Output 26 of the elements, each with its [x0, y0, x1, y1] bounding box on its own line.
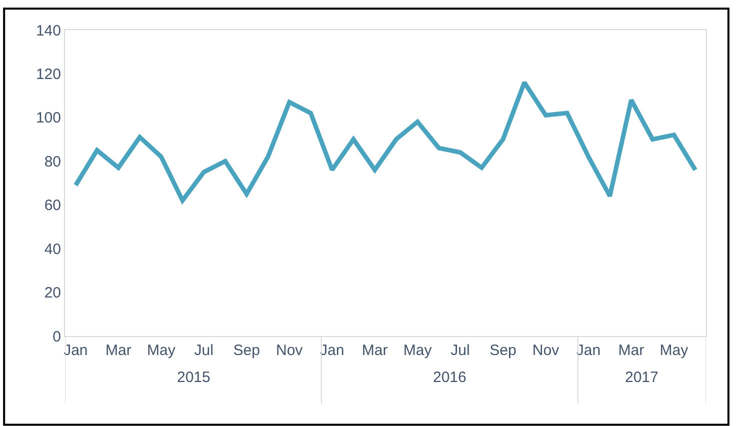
x-tick-label: May	[146, 342, 176, 359]
x-tick-label: May	[660, 342, 689, 359]
y-tick-label: 0	[52, 328, 61, 346]
x-tick-label: Sep	[490, 342, 516, 359]
text: 2017	[625, 369, 658, 386]
x-tick-label: Mar	[618, 342, 644, 359]
x-tick-label: Jan	[320, 342, 344, 359]
x-tick-label: Nov	[276, 342, 304, 359]
x-tick-label: Sep	[233, 342, 260, 359]
x-tick-label: Mar	[362, 342, 388, 359]
x-tick-label: Nov	[532, 342, 560, 359]
x-tick-label: Mar	[106, 342, 132, 359]
text: 2015	[177, 369, 210, 386]
y-tick-label: 40	[44, 240, 61, 258]
y-tick-label: 120	[36, 66, 61, 83]
x-tick-label: Jul	[450, 342, 470, 359]
y-tick-label: 20	[44, 284, 61, 302]
x-tick-label: Jan	[64, 342, 88, 359]
text: 2016	[433, 369, 466, 386]
y-tick-label: 140	[36, 22, 61, 40]
x-tick-label: Jul	[194, 342, 214, 359]
y-tick-label: 100	[36, 110, 61, 127]
y-tick-label: 80	[44, 153, 61, 170]
y-tick-label: 60	[44, 197, 61, 214]
x-tick-label: Jan	[576, 342, 601, 359]
x-tick-label: May	[403, 342, 432, 359]
